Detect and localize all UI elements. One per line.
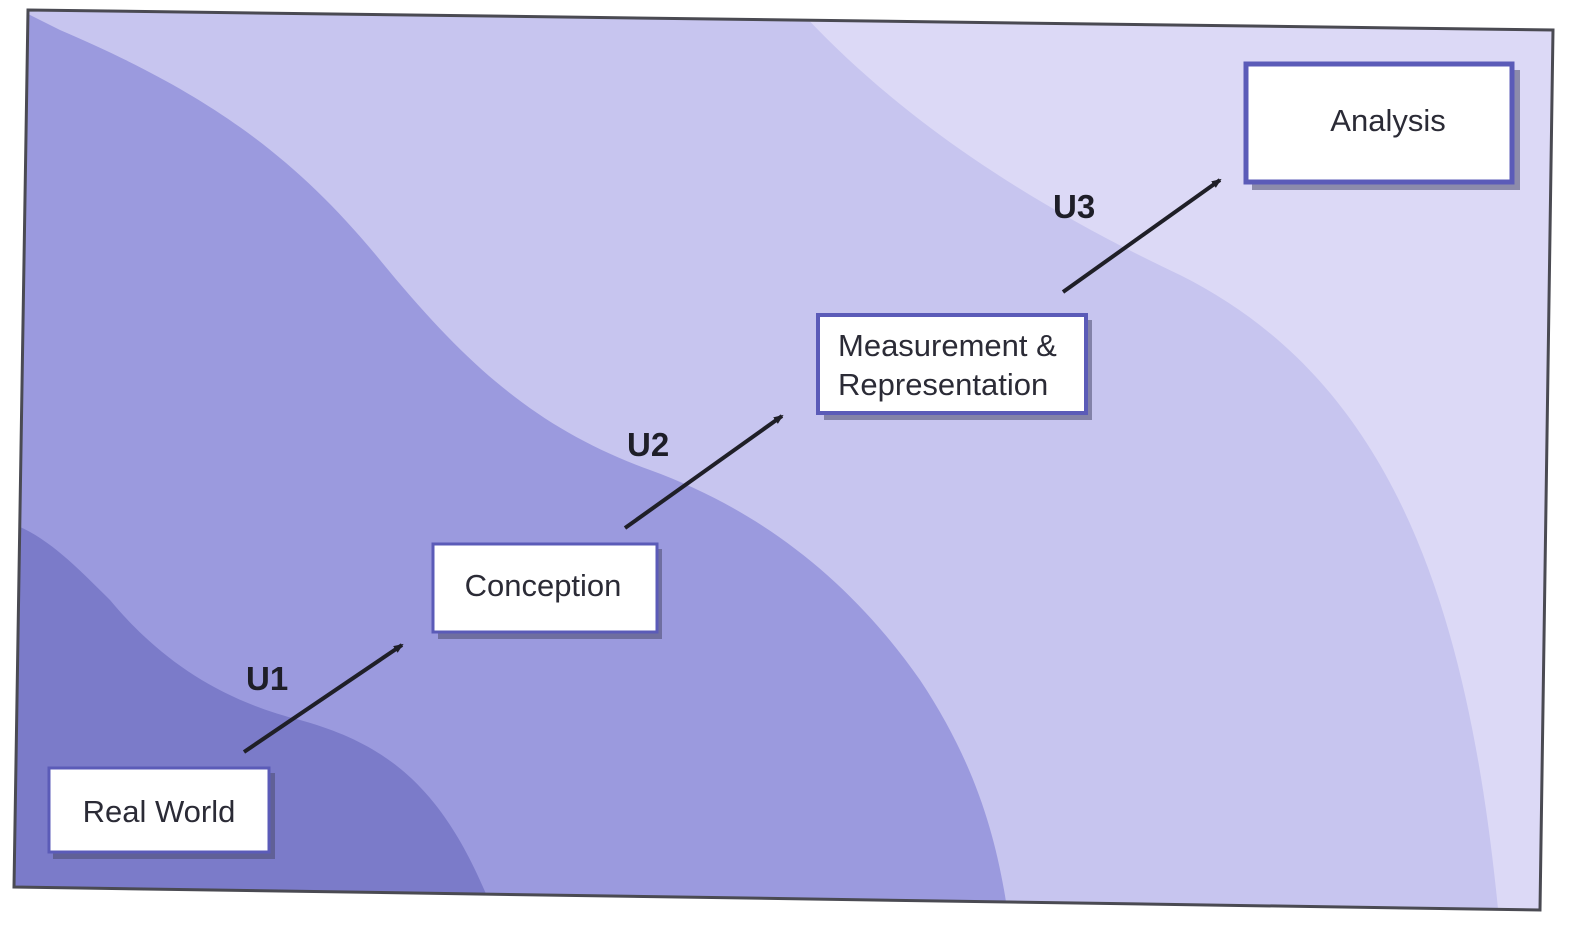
stage-label-measurement-line1: Measurement &	[838, 328, 1057, 363]
stage-box-measurement: Measurement & Representation	[816, 313, 1092, 420]
arrow-u1	[242, 643, 404, 754]
transition-label-u3: U3	[1053, 188, 1095, 225]
stage-box-real-world: Real World	[47, 766, 275, 859]
stage-box-analysis: Analysis	[1243, 61, 1520, 190]
arrow-u2	[623, 414, 784, 530]
band-conception-region	[14, 10, 1010, 910]
transition-label-u2: U2	[627, 426, 669, 463]
frame-border	[12, 8, 1555, 912]
stage-box-conception: Conception	[431, 542, 662, 639]
stage-label-analysis: Analysis	[1330, 103, 1445, 138]
arrow-u3	[1061, 178, 1222, 294]
stage-label-real-world: Real World	[83, 794, 236, 829]
transition-label-u1: U1	[246, 660, 288, 697]
stage-label-conception: Conception	[465, 568, 622, 603]
stage-label-measurement-line2: Representation	[838, 367, 1048, 402]
